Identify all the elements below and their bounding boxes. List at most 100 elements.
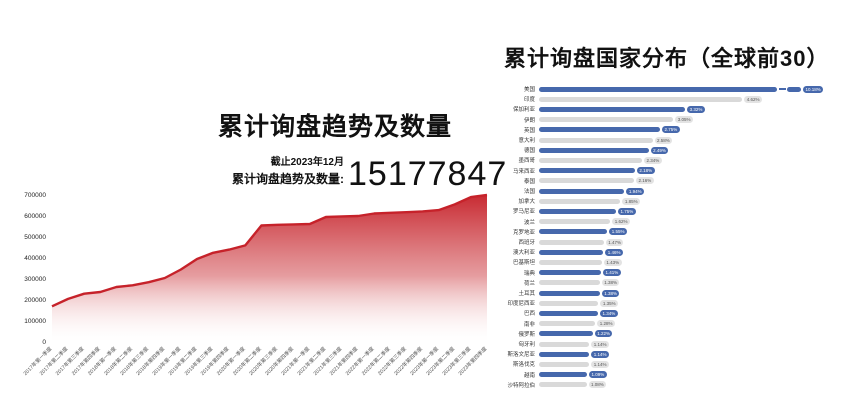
country-bar [539,372,587,378]
country-bar [539,106,686,112]
value-badge: 2.49% [650,146,669,154]
value-badge: 2.34% [644,156,662,164]
country-label: 澳大利亚 [512,250,535,257]
country-bar-track: 2.75% [539,126,849,134]
trend-area-fill [52,195,487,342]
country-label: 法国 [523,189,535,196]
country-bar-track: 2.18% [539,167,849,175]
value-badge: 4.62% [744,95,763,103]
country-row: 法国 1.94% [497,186,849,196]
country-row: 瑞典 1.41% [497,268,849,278]
country-bar-track: 1.38% [539,289,849,297]
country-label: 加拿大 [518,199,535,206]
country-label: 印度 [523,97,535,104]
country-bar-track: 1.38% [539,279,849,287]
axis-break-icon [778,88,786,90]
value-badge: 1.62% [612,218,631,226]
y-tick-label: 100000 [24,318,46,325]
country-label: 斯洛伐克 [512,362,535,369]
country-label: 英国 [523,127,535,134]
value-badge: 1.38% [601,289,620,297]
country-bar [539,117,674,123]
value-badge: 1.75% [618,207,636,215]
country-bar [539,147,649,153]
country-bar-track: 1.55% [539,228,849,236]
country-row: 俄罗斯 1.22% [497,329,849,339]
value-badge: 1.08% [588,381,607,389]
country-row: 印度尼西亚 1.35% [497,298,849,308]
country-bar-overflow [787,86,801,92]
value-badge: 1.46% [605,248,623,256]
country-bar [539,382,587,388]
country-row: 土耳其 1.38% [497,288,849,298]
country-row: 泰国 2.16% [497,176,849,186]
country-bar-track: 1.41% [539,269,849,277]
country-row: 伊朗 3.05% [497,115,849,125]
country-label: 保加利亚 [512,107,535,114]
country-bar [539,300,599,306]
country-bar [539,168,635,174]
as-of-date: 截止2023年12月 [270,157,344,168]
country-row: 越南 1.09% [497,370,849,380]
country-bar [539,249,604,255]
value-badge: 3.05% [675,116,693,124]
country-bar-track: 10.18% [539,85,849,93]
country-bar [539,351,590,357]
country-bar-track: 1.14% [539,350,849,358]
country-bar [539,96,743,102]
country-label: 美国 [523,87,535,94]
trend-title: 累计询盘趋势及数量 [217,112,452,141]
trend-annotation: 截止2023年12月 累计询盘趋势及数量: 15177847 [232,153,507,191]
country-row: 意大利 2.58% [497,135,849,145]
country-label: 罗马尼亚 [512,209,535,216]
country-bar-track: 1.08% [539,381,849,389]
country-row: 罗马尼亚 1.75% [497,206,849,216]
country-bar-track: 1.62% [539,218,849,226]
country-label: 意大利 [518,138,535,145]
country-row: 保加利亚 3.32% [497,104,849,114]
country-row: 澳大利亚 1.46% [497,247,849,257]
value-badge: 1.09% [589,371,607,379]
country-bar [539,239,604,245]
trend-line [51,193,488,308]
country-label: 德国 [523,148,535,155]
country-label: 巴基斯坦 [512,260,535,267]
country-bar-track: 2.34% [539,156,849,164]
total-value: 15177847 [348,155,508,193]
country-bar [539,137,653,143]
country-label: 巴西 [523,311,535,318]
value-badge: 1.34% [600,309,618,317]
country-bar [539,208,616,214]
y-tick-label: 300000 [24,276,46,283]
country-row: 斯洛文尼亚 1.14% [497,349,849,359]
country-bar [539,188,625,194]
country-label: 匈牙利 [518,342,535,349]
value-badge: 2.18% [636,167,655,175]
value-badge: 1.85% [622,197,641,205]
country-bar-track: 1.43% [539,258,849,266]
country-row: 波兰 1.62% [497,217,849,227]
country-row: 英国 2.75% [497,125,849,135]
y-tick-label: 400000 [24,255,46,262]
country-bars: 美国 10.18% 印度 4.62% 保加利亚 3.32% 伊朗 3.05% 英国 2.75% 意大… [497,84,849,390]
country-bar [539,270,601,276]
country-row: 德国 2.49% [497,145,849,155]
country-bar-track: 1.35% [539,299,849,307]
value-badge: 1.14% [591,360,609,368]
country-row: 匈牙利 1.14% [497,339,849,349]
country-title: 累计询盘国家分布（全球前30） [504,45,830,71]
country-bar [539,229,608,235]
country-bar [539,127,660,133]
total-label: 累计询盘趋势及数量: [232,172,344,186]
value-badge: 1.28% [597,320,616,328]
country-bar-track: 1.75% [539,207,849,215]
country-label: 波兰 [523,219,535,226]
country-label: 伊朗 [523,117,535,124]
country-bar-track: 1.85% [539,197,849,205]
country-bar [539,290,600,296]
country-row: 墨西哥 2.34% [497,155,849,165]
country-bar [539,321,596,327]
country-bar-track: 1.94% [539,187,849,195]
value-badge: 3.32% [687,105,705,113]
country-row: 马来西亚 2.18% [497,166,849,176]
